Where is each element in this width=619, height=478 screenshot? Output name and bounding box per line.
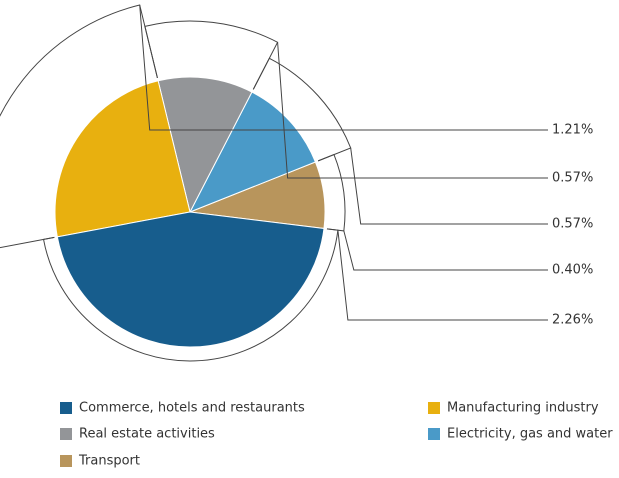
legend-label: Electricity, gas and water xyxy=(447,427,613,442)
legend-label: Transport xyxy=(78,454,140,469)
bracket xyxy=(0,4,158,249)
pie-slice xyxy=(188,91,317,213)
data-label: 2.26% xyxy=(552,313,593,328)
legend-label: Commerce, hotels and restaurants xyxy=(79,401,305,416)
connector xyxy=(337,230,548,321)
bracket xyxy=(252,57,352,162)
connector xyxy=(277,42,548,179)
bracket xyxy=(42,228,339,362)
data-label: 1.21% xyxy=(552,123,593,138)
legend-label: Manufacturing industry xyxy=(447,401,599,416)
pie-slice xyxy=(56,211,325,348)
legend-label: Real estate activities xyxy=(79,427,215,442)
legend-swatch xyxy=(428,428,440,440)
legend-swatch xyxy=(60,402,72,414)
legend-swatch xyxy=(60,428,72,440)
connector xyxy=(343,230,548,271)
connector xyxy=(139,4,548,131)
bracket xyxy=(144,20,279,90)
pie-slice xyxy=(54,80,191,238)
legend-swatch xyxy=(428,402,440,414)
data-label: 0.40% xyxy=(552,263,593,278)
legend-swatch xyxy=(60,455,72,467)
pie-slice xyxy=(157,76,253,214)
data-label: 0.57% xyxy=(552,217,593,232)
data-label: 0.57% xyxy=(552,171,593,186)
connector xyxy=(350,147,548,225)
